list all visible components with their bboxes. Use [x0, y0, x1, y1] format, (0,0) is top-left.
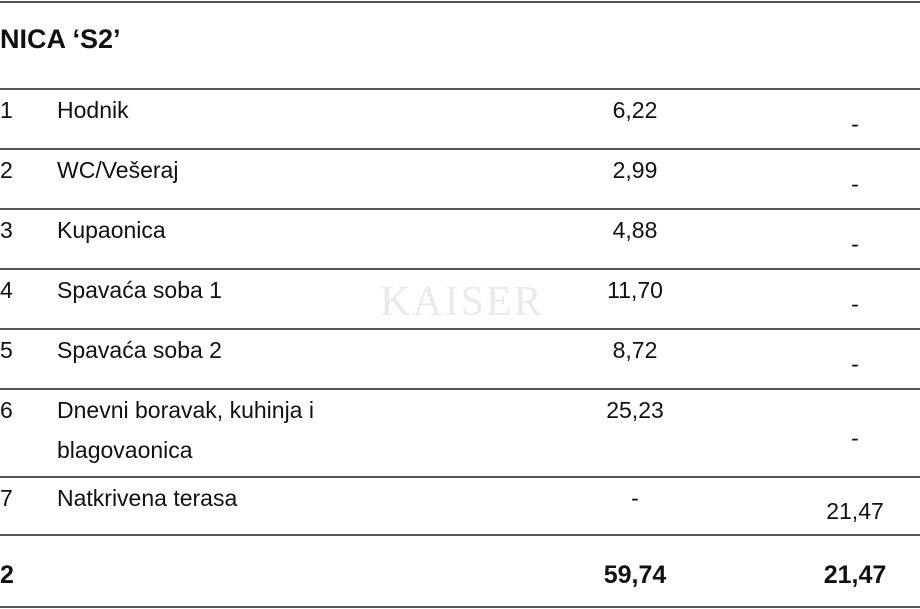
rule — [0, 606, 920, 608]
row-number: 5 — [0, 337, 13, 363]
rule — [0, 1, 920, 3]
terrace-value: - — [851, 231, 859, 257]
rule — [0, 534, 920, 536]
rule — [0, 148, 920, 150]
area-value: 11,70 — [607, 277, 663, 303]
row-number: 6 — [0, 397, 13, 423]
row-number: 3 — [0, 217, 13, 243]
area-value: 4,88 — [612, 217, 658, 243]
room-name: Natkrivena terasa — [57, 485, 238, 511]
room-name: Hodnik — [57, 97, 129, 123]
area-value: 25,23 — [606, 397, 664, 423]
row-number: 1 — [0, 97, 13, 123]
area-value: 2,99 — [612, 157, 658, 183]
room-name: Kupaonica — [57, 217, 166, 243]
section-title: NICA ‘S2’ — [0, 24, 121, 54]
room-name: Spavaća soba 1 — [57, 277, 222, 303]
rule — [0, 476, 920, 478]
row-number: 7 — [0, 485, 13, 511]
rule — [0, 388, 920, 390]
room-name: Spavaća soba 2 — [57, 337, 222, 363]
room-name: WC/Vešeraj — [57, 157, 179, 183]
terrace-value: - — [851, 111, 859, 137]
row-number: 2 — [0, 157, 13, 183]
area-value: 8,72 — [612, 337, 658, 363]
area-value: 6,22 — [612, 97, 658, 123]
rule — [0, 328, 920, 330]
terrace-value: - — [851, 351, 859, 377]
terrace-value: - — [851, 291, 859, 317]
terrace-value: - — [851, 425, 859, 451]
watermark: KAISER — [380, 279, 544, 325]
area-value: - — [631, 485, 639, 511]
terrace-value: - — [851, 171, 859, 197]
total-label: 2 — [0, 561, 14, 589]
room-name: Dnevni boravak, kuhinja i blagovaonica — [57, 397, 314, 463]
rule — [0, 208, 920, 210]
rule — [0, 88, 920, 90]
row-number: 4 — [0, 277, 13, 303]
terrace-value: 21,47 — [826, 498, 884, 524]
total-area: 59,74 — [603, 561, 667, 589]
rule — [0, 268, 920, 270]
total-terrace: 21,47 — [823, 561, 887, 589]
